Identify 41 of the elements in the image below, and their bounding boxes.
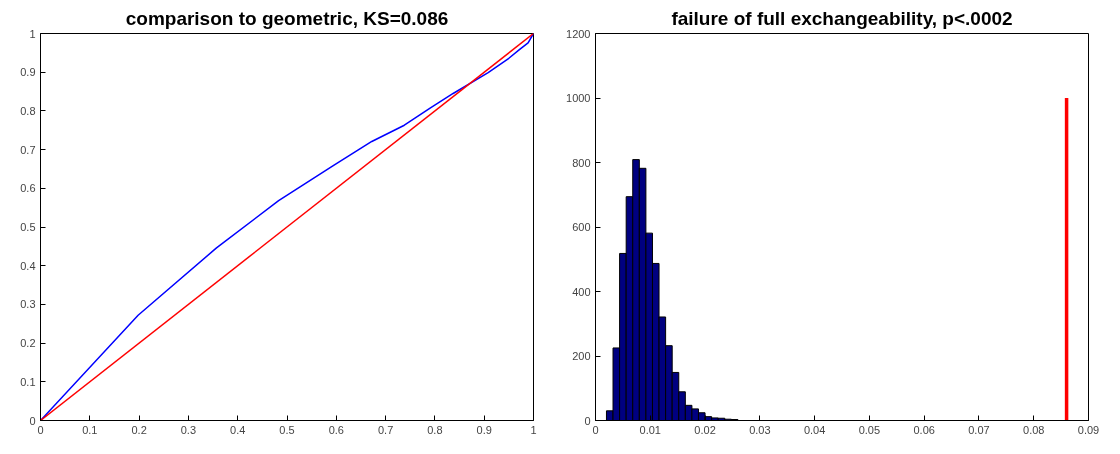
y-tick-label: 1 bbox=[29, 27, 36, 40]
x-tick-label: 0.3 bbox=[180, 423, 197, 436]
x-tick-label: 0.6 bbox=[328, 423, 344, 436]
y-tick-label: 0.7 bbox=[20, 143, 36, 156]
x-tick-label: 1 bbox=[530, 423, 537, 436]
y-tick-label: 0.6 bbox=[20, 182, 36, 195]
x-tick-label: 0 bbox=[37, 423, 44, 436]
y-tick-label: 0.5 bbox=[20, 221, 36, 233]
y-tick-label: 0.3 bbox=[20, 298, 36, 311]
y-tick-label: 1200 bbox=[566, 27, 591, 40]
chart-title: comparison to geometric, KS=0.086 bbox=[125, 7, 449, 29]
x-tick-label: 0.1 bbox=[82, 423, 98, 436]
y-tick-label: 1000 bbox=[566, 92, 591, 104]
x-tick-label: 0.07 bbox=[968, 423, 990, 436]
y-tick-label: 0 bbox=[584, 414, 591, 427]
y-tick-label: 0.2 bbox=[20, 337, 36, 350]
x-tick-label: 0.02 bbox=[694, 423, 716, 436]
x-tick-label: 0.8 bbox=[427, 423, 443, 436]
y-tick-label: 0.8 bbox=[20, 104, 36, 117]
y-tick-label: 400 bbox=[572, 285, 591, 298]
x-tick-label: 0.2 bbox=[131, 423, 147, 436]
x-tick-label: 0.01 bbox=[639, 423, 661, 436]
x-tick-label: 0.08 bbox=[1023, 423, 1045, 436]
x-tick-label: 0.03 bbox=[749, 423, 771, 436]
y-tick-label: 0.9 bbox=[20, 66, 36, 79]
y-tick-label: 200 bbox=[572, 350, 591, 362]
x-tick-label: 0 bbox=[592, 423, 599, 436]
chart-title: failure of full exchangeability, p<.0002 bbox=[671, 7, 1013, 29]
x-tick-label: 0.09 bbox=[1077, 423, 1100, 436]
y-tick-label: 0.4 bbox=[20, 259, 36, 272]
x-tick-label: 0.05 bbox=[858, 423, 881, 436]
y-tick-label: 600 bbox=[572, 221, 591, 233]
x-tick-label: 0.5 bbox=[279, 423, 295, 436]
x-tick-label: 0.04 bbox=[803, 423, 826, 436]
y-tick-label: 0 bbox=[29, 414, 36, 427]
x-tick-label: 0.7 bbox=[377, 423, 394, 436]
y-tick-label: 0.1 bbox=[20, 375, 36, 388]
y-tick-label: 800 bbox=[572, 156, 591, 169]
x-tick-label: 0.4 bbox=[230, 423, 246, 436]
x-tick-label: 0.06 bbox=[913, 423, 935, 436]
x-tick-label: 0.9 bbox=[476, 423, 492, 436]
